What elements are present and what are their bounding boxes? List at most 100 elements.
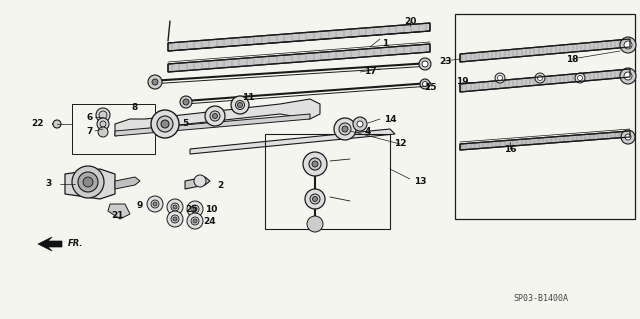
Polygon shape [190,129,395,154]
Circle shape [194,175,206,187]
Circle shape [624,41,632,49]
Text: 24: 24 [204,217,216,226]
Circle shape [620,37,636,53]
Circle shape [357,121,363,127]
Circle shape [96,108,110,122]
Circle shape [307,216,323,232]
Circle shape [422,81,428,86]
Circle shape [171,203,179,211]
Circle shape [237,102,243,108]
Polygon shape [460,69,630,92]
Text: FR.: FR. [68,240,83,249]
Text: 23: 23 [439,56,451,65]
Polygon shape [65,169,115,199]
Text: 19: 19 [456,78,468,86]
Circle shape [495,73,505,83]
Text: 11: 11 [242,93,254,101]
Circle shape [148,75,162,89]
Polygon shape [115,99,320,136]
Circle shape [98,127,108,137]
Circle shape [210,111,220,121]
Text: 14: 14 [384,115,396,123]
Circle shape [78,172,98,192]
Text: 1: 1 [382,40,388,48]
Circle shape [353,117,367,131]
Polygon shape [168,44,430,72]
Circle shape [620,68,636,84]
Circle shape [309,158,321,170]
Text: 7: 7 [87,127,93,136]
Circle shape [193,207,197,211]
Text: 17: 17 [364,68,376,77]
Circle shape [310,194,320,204]
Circle shape [497,76,502,80]
Circle shape [624,72,632,80]
Circle shape [193,219,197,223]
Circle shape [312,161,318,167]
Text: 3: 3 [45,180,51,189]
Circle shape [183,99,189,105]
Circle shape [187,213,203,229]
Text: 8: 8 [132,102,138,112]
Circle shape [180,96,192,108]
Circle shape [72,166,104,198]
Circle shape [161,120,169,128]
Text: 15: 15 [424,83,436,92]
Circle shape [577,76,582,80]
Circle shape [212,114,218,118]
Circle shape [100,121,106,127]
Text: 25: 25 [186,204,198,213]
Text: 13: 13 [413,176,426,186]
Circle shape [621,130,635,144]
Circle shape [187,201,203,217]
Circle shape [147,196,163,212]
Polygon shape [460,39,630,62]
Text: 6: 6 [87,113,93,122]
Circle shape [171,215,179,223]
Circle shape [205,106,225,126]
Circle shape [420,79,430,89]
Circle shape [191,205,199,213]
Circle shape [305,189,325,209]
Circle shape [625,134,631,140]
Circle shape [538,76,543,80]
Polygon shape [115,114,310,136]
Text: 9: 9 [137,202,143,211]
Text: SP03-B1400A: SP03-B1400A [513,294,568,303]
Circle shape [173,205,177,209]
Circle shape [167,211,183,227]
Circle shape [83,177,93,187]
Text: 2: 2 [217,182,223,190]
Polygon shape [460,131,630,150]
Circle shape [419,58,431,70]
Text: 16: 16 [504,145,516,153]
Polygon shape [168,23,430,51]
Text: 21: 21 [112,211,124,220]
Text: 5: 5 [182,118,188,128]
Circle shape [167,199,183,215]
Circle shape [575,73,585,83]
Text: 20: 20 [404,17,416,26]
Circle shape [339,123,351,135]
Circle shape [303,152,327,176]
Text: 10: 10 [205,204,217,213]
Circle shape [157,116,173,132]
Circle shape [312,197,317,202]
Circle shape [151,110,179,138]
Circle shape [535,73,545,83]
Text: 12: 12 [394,139,406,149]
Circle shape [173,217,177,221]
Circle shape [236,100,244,109]
Text: 4: 4 [365,127,371,136]
Polygon shape [108,204,130,219]
Polygon shape [115,177,140,189]
Circle shape [191,217,199,225]
Circle shape [334,118,356,140]
Polygon shape [185,177,210,189]
Circle shape [97,118,109,130]
Text: 22: 22 [32,120,44,129]
Circle shape [99,111,107,119]
Text: 18: 18 [566,55,579,63]
Circle shape [53,120,61,128]
Circle shape [231,96,249,114]
